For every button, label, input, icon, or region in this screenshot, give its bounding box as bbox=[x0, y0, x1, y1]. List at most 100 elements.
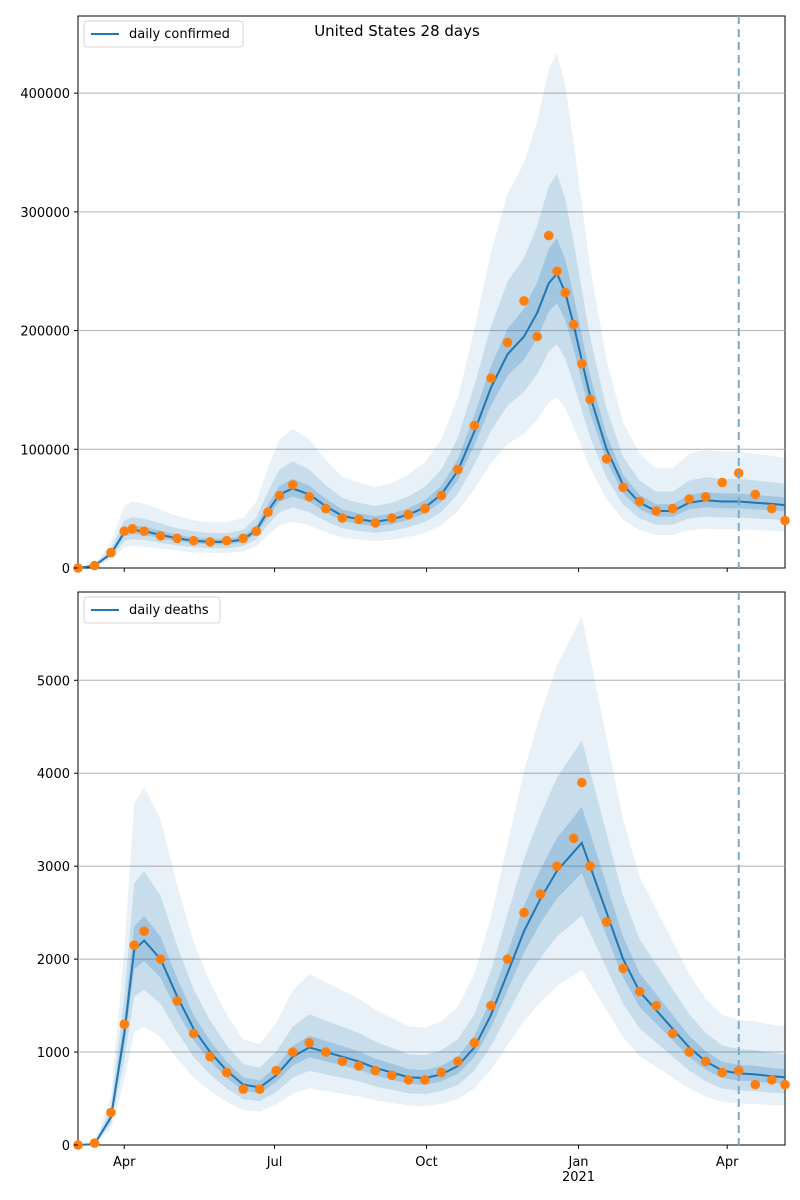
deaths-observed-point bbox=[717, 1067, 727, 1078]
x-axis-year-label: 2021 bbox=[562, 1170, 595, 1185]
confirmed-observed-point bbox=[560, 287, 571, 298]
confirmed-observed-point bbox=[700, 492, 711, 502]
deaths-observed-point bbox=[205, 1051, 215, 1062]
deaths-observed-point bbox=[535, 889, 546, 899]
confirmed-observed-point bbox=[618, 482, 628, 493]
confirmed-observed-point bbox=[767, 503, 777, 514]
deaths-observed-point bbox=[188, 1028, 199, 1039]
deaths-observed-point bbox=[89, 1138, 100, 1148]
deaths-observed-point bbox=[129, 940, 139, 950]
deaths-observed-point bbox=[469, 1038, 480, 1048]
deaths-observed-point bbox=[780, 1079, 790, 1090]
deaths-y-tick-label: 2000 bbox=[37, 953, 70, 968]
confirmed-observed-point bbox=[601, 454, 612, 464]
deaths-observed-point bbox=[502, 954, 513, 964]
confirmed-observed-point bbox=[577, 359, 587, 369]
confirmed-observed-point bbox=[221, 535, 232, 546]
deaths-x-tick-label: Jul bbox=[266, 1155, 283, 1170]
confirmed-observed-point bbox=[634, 496, 645, 507]
deaths-observed-point bbox=[651, 1000, 661, 1011]
confirmed-observed-point bbox=[585, 394, 595, 405]
confirmed-observed-point bbox=[263, 507, 273, 517]
confirmed-xticks bbox=[123, 568, 728, 572]
confirmed-observed-point bbox=[667, 503, 678, 514]
confirmed-observed-point bbox=[717, 477, 727, 488]
confirmed-bands bbox=[78, 52, 785, 569]
deaths-observed-point bbox=[254, 1084, 265, 1094]
deaths-observed-point bbox=[601, 917, 612, 927]
deaths-observed-point bbox=[577, 777, 587, 788]
deaths-observed-point bbox=[403, 1075, 414, 1085]
confirmed-observed-point bbox=[436, 490, 447, 501]
confirmed-legend-label: daily confirmed bbox=[129, 27, 230, 42]
deaths-observed-point bbox=[155, 954, 166, 964]
deaths-observed-point bbox=[552, 861, 562, 871]
confirmed-observed-point bbox=[370, 518, 381, 528]
confirmed-observed-point bbox=[453, 464, 463, 475]
deaths-observed-point bbox=[436, 1067, 447, 1078]
deaths-y-tick-label: 4000 bbox=[37, 767, 70, 782]
confirmed-y-tick-label: 200000 bbox=[20, 325, 70, 340]
deaths-y-tick-label: 0 bbox=[62, 1139, 70, 1154]
confirmed-observed-point bbox=[188, 535, 199, 546]
deaths-xticks: Apr Jul Oct Jan Apr bbox=[113, 1145, 739, 1170]
deaths-bands bbox=[78, 616, 785, 1145]
confirmed-observed-point bbox=[387, 513, 397, 523]
deaths-observed-point bbox=[767, 1075, 777, 1085]
confirmed-observed-point bbox=[287, 480, 298, 490]
deaths-x-tick-label: Apr bbox=[716, 1155, 739, 1170]
confirmed-observed-point bbox=[274, 490, 285, 501]
deaths-observed-point bbox=[684, 1047, 694, 1057]
deaths-uncertainty-band-2 bbox=[78, 740, 785, 1145]
confirmed-observed-point bbox=[205, 537, 215, 547]
deaths-observed-point bbox=[354, 1061, 364, 1071]
confirmed-observed-point bbox=[568, 319, 579, 330]
confirmed-panel: 0 100000 200000 300000 400000 United States … bbox=[20, 15, 790, 577]
deaths-observed-point bbox=[618, 963, 628, 974]
deaths-observed-point bbox=[221, 1067, 232, 1078]
confirmed-observed-point bbox=[321, 503, 331, 514]
confirmed-plot-frame bbox=[77, 15, 786, 569]
confirmed-observed-point bbox=[119, 526, 130, 536]
deaths-forecast-line-series bbox=[77, 840, 786, 1146]
confirmed-observed-point bbox=[552, 266, 562, 277]
deaths-observed-point bbox=[139, 926, 149, 936]
deaths-observed-point bbox=[667, 1028, 678, 1039]
deaths-observed-point bbox=[519, 907, 529, 918]
deaths-y-tick-label: 5000 bbox=[37, 674, 70, 689]
deaths-observed-point bbox=[585, 861, 595, 871]
deaths-observed-point bbox=[370, 1065, 381, 1076]
confirmed-yticks: 0 100000 200000 300000 400000 bbox=[20, 87, 78, 577]
confirmed-y-tick-label: 300000 bbox=[20, 206, 70, 221]
confirmed-observed-point bbox=[532, 331, 542, 342]
deaths-observed-point bbox=[568, 833, 579, 844]
confirmed-legend: daily confirmed bbox=[83, 20, 244, 48]
confirmed-observed-point bbox=[544, 230, 554, 241]
deaths-observed-point bbox=[304, 1038, 315, 1048]
confirmed-observed-point bbox=[89, 560, 100, 571]
confirmed-points bbox=[73, 230, 790, 573]
confirmed-observed-point bbox=[139, 526, 149, 536]
deaths-x-tick-label: Jan bbox=[567, 1155, 588, 1170]
deaths-grid bbox=[78, 679, 785, 1053]
deaths-observed-point bbox=[733, 1065, 744, 1076]
deaths-x-tick-label: Apr bbox=[113, 1155, 136, 1170]
confirmed-observed-point bbox=[172, 533, 182, 544]
confirmed-observed-point bbox=[684, 494, 694, 504]
deaths-y-tick-label: 3000 bbox=[37, 860, 70, 875]
confirmed-observed-point bbox=[780, 515, 790, 526]
confirmed-y-tick-label: 0 bbox=[62, 562, 70, 577]
confirmed-observed-point bbox=[469, 420, 480, 431]
confirmed-observed-point bbox=[106, 547, 116, 558]
confirmed-observed-point bbox=[750, 489, 761, 500]
confirmed-observed-point bbox=[486, 373, 496, 383]
deaths-panel: 0 1000 2000 3000 4000 5000 Apr Jul Oct Jan Apr da… bbox=[37, 591, 790, 1185]
confirmed-observed-point bbox=[502, 337, 513, 348]
deaths-observed-point bbox=[172, 996, 182, 1006]
confirmed-observed-point bbox=[304, 492, 315, 502]
deaths-observed-point bbox=[486, 1000, 496, 1011]
chart-title: United States 28 days bbox=[314, 22, 480, 40]
confirmed-uncertainty-band-2 bbox=[78, 173, 785, 568]
deaths-observed-point bbox=[337, 1056, 348, 1067]
